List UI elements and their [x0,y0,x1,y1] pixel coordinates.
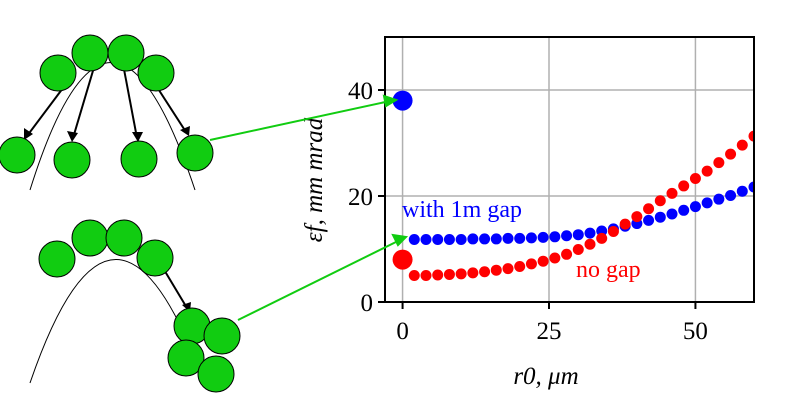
data-point-red [666,187,678,199]
data-point-blue [689,201,701,213]
data-point-red [537,255,549,267]
connector-arrowhead-bottom [391,233,409,247]
data-point-blue [678,204,690,216]
data-point-red [701,165,713,177]
data-point-red [619,218,631,230]
series-layer [392,90,754,281]
data-point-blue [502,232,514,244]
data-point-red [689,173,701,185]
data-point-red [467,267,479,279]
highlight-point-blue [392,90,413,111]
data-point-blue [549,231,561,243]
data-point-red [678,180,690,192]
x-tick-label: 0 [396,318,409,345]
data-point-red [572,244,584,256]
data-point-red [713,157,725,169]
data-point-red [420,270,432,281]
schematic-bottom-arrow [162,267,188,309]
tick-labels: 0 25 50 0 20 40 [348,78,708,345]
data-point-red [490,264,502,276]
data-point-blue [479,233,491,245]
data-point-blue [643,214,655,226]
connector-arrowhead-top [382,94,399,108]
data-point-red [561,248,573,260]
data-point-blue [420,233,432,245]
data-point-blue [654,211,666,223]
y-tick-label: 20 [348,184,373,211]
connector-arrow-top [209,100,391,141]
data-point-red [443,268,455,280]
annotation-with-gap: with 1m gap [402,197,522,223]
x-axis-label: r0, μm [513,363,578,390]
data-point-blue [490,233,502,245]
data-point-blue [467,233,479,245]
data-point-red [502,263,514,275]
data-point-red [455,268,467,280]
data-point-blue [584,227,596,239]
grid [385,37,754,303]
data-point-red [549,252,561,264]
data-point-red [432,269,444,281]
data-point-red [643,203,655,215]
connector-arrow-bottom [237,239,401,321]
data-point-blue [736,185,748,197]
data-point-blue [443,233,455,245]
data-point-blue [713,193,725,205]
data-point-red [525,258,537,270]
data-point-blue [455,233,467,245]
y-axis-label: εf, mm mrad [301,117,328,242]
schematic-bottom [29,219,241,393]
schematic-top-arrowheads [24,126,190,142]
plot-frame [384,36,755,303]
data-point-blue [725,189,737,201]
data-point-blue [572,229,584,241]
highlight-point-red [392,249,413,270]
x-tick-label: 25 [537,318,562,345]
data-point-blue [432,233,444,245]
ticks [378,89,697,309]
schematic-top-beads [0,34,214,179]
data-point-red [479,266,491,278]
data-point-red [607,226,619,238]
data-point-red [514,260,526,272]
plot-area: 0 25 50 0 20 40 with 1m gap no gap r0, μm εf,… [301,36,755,390]
annotation-no-gap: no gap [576,257,641,283]
connector-arrows [209,94,409,321]
data-point-blue [408,233,420,245]
data-point-blue [537,231,549,243]
data-point-red [748,130,754,142]
data-point-blue [748,181,754,193]
data-point-red [596,232,608,244]
y-tick-label: 0 [361,290,374,317]
data-point-red [408,270,420,281]
data-point-blue [666,208,678,220]
data-point-red [654,195,666,207]
schematic-top-arrows [26,63,187,139]
schematic-bottom-beads [38,219,241,393]
y-tick-label: 40 [348,78,373,105]
data-point-red [725,148,737,160]
x-tick-label: 50 [683,318,708,345]
data-point-red [736,139,748,151]
data-point-blue [514,232,526,244]
schematic-top [0,34,214,191]
data-point-red [584,238,596,250]
data-point-blue [561,230,573,242]
data-point-red [631,211,643,223]
data-point-blue [525,232,537,244]
data-point-blue [701,197,713,209]
